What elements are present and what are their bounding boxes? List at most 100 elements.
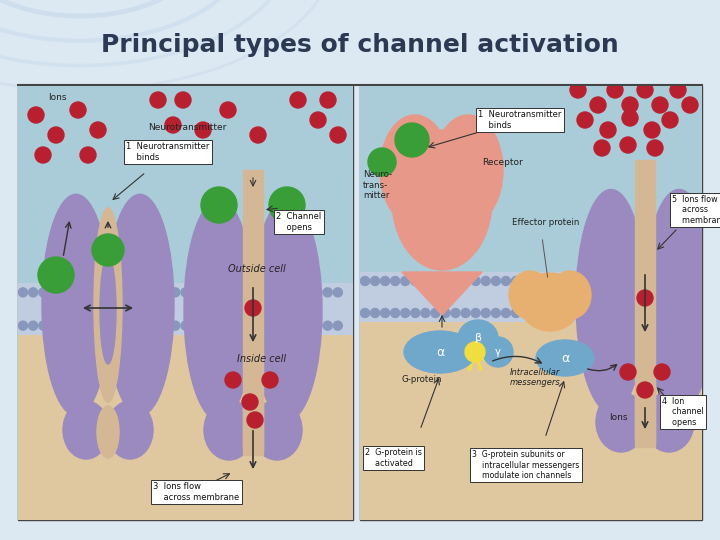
- Circle shape: [652, 97, 668, 113]
- Text: G-protein: G-protein: [402, 375, 443, 384]
- Circle shape: [29, 321, 37, 330]
- Polygon shape: [402, 272, 482, 315]
- Circle shape: [201, 187, 237, 223]
- Circle shape: [431, 308, 440, 318]
- Text: 1  Neurotransmitter
    binds: 1 Neurotransmitter binds: [478, 110, 562, 130]
- Circle shape: [79, 321, 89, 330]
- Circle shape: [29, 288, 37, 297]
- Circle shape: [19, 288, 27, 297]
- Circle shape: [572, 308, 581, 318]
- Ellipse shape: [184, 199, 254, 421]
- Circle shape: [491, 276, 500, 286]
- Circle shape: [252, 321, 261, 330]
- Text: Receptor: Receptor: [482, 158, 523, 167]
- Circle shape: [202, 321, 210, 330]
- Text: Effector protein: Effector protein: [512, 218, 580, 227]
- Circle shape: [411, 308, 420, 318]
- Text: (A)  Ligand-gated ion channels: (A) Ligand-gated ion channels: [23, 94, 176, 104]
- Circle shape: [421, 276, 430, 286]
- Circle shape: [28, 107, 44, 123]
- Ellipse shape: [536, 340, 594, 376]
- Circle shape: [531, 308, 541, 318]
- Circle shape: [79, 288, 89, 297]
- Circle shape: [521, 276, 531, 286]
- Circle shape: [150, 288, 160, 297]
- Circle shape: [70, 102, 86, 118]
- Circle shape: [395, 123, 429, 157]
- Circle shape: [501, 276, 510, 286]
- Circle shape: [672, 308, 681, 318]
- Circle shape: [90, 122, 106, 138]
- Circle shape: [391, 276, 400, 286]
- Circle shape: [481, 276, 490, 286]
- Circle shape: [69, 288, 78, 297]
- Circle shape: [202, 288, 210, 297]
- Circle shape: [572, 276, 581, 286]
- Text: 3  G-protein subunits or
    intracellular messengers
    modulate ion channels: 3 G-protein subunits or intracellular me…: [472, 450, 580, 480]
- Circle shape: [461, 308, 470, 318]
- Circle shape: [682, 97, 698, 113]
- Circle shape: [48, 127, 64, 143]
- Ellipse shape: [549, 271, 591, 319]
- Circle shape: [272, 288, 282, 297]
- Circle shape: [181, 288, 190, 297]
- Ellipse shape: [63, 401, 109, 459]
- Circle shape: [330, 127, 346, 143]
- Circle shape: [165, 117, 181, 133]
- Text: α: α: [561, 352, 569, 365]
- Ellipse shape: [106, 194, 174, 416]
- Ellipse shape: [644, 392, 694, 452]
- Circle shape: [391, 308, 400, 318]
- Text: Intracellular
messengers: Intracellular messengers: [510, 368, 560, 387]
- Circle shape: [582, 276, 591, 286]
- Circle shape: [161, 288, 170, 297]
- Ellipse shape: [404, 331, 476, 373]
- Circle shape: [642, 276, 651, 286]
- Text: Ions: Ions: [608, 413, 627, 422]
- Circle shape: [607, 82, 623, 98]
- Text: Neurotransmitter: Neurotransmitter: [148, 123, 226, 132]
- Bar: [18, 335, 353, 520]
- Circle shape: [242, 394, 258, 410]
- Circle shape: [582, 308, 591, 318]
- Circle shape: [662, 308, 671, 318]
- Circle shape: [644, 122, 660, 138]
- Circle shape: [320, 92, 336, 108]
- Circle shape: [38, 257, 74, 293]
- Text: Outside cell: Outside cell: [228, 264, 286, 274]
- Circle shape: [252, 288, 261, 297]
- Bar: [243, 397, 263, 455]
- Circle shape: [282, 321, 292, 330]
- Circle shape: [242, 288, 251, 297]
- Circle shape: [110, 321, 119, 330]
- Circle shape: [491, 308, 500, 318]
- Bar: [18, 283, 353, 335]
- Circle shape: [130, 321, 139, 330]
- Circle shape: [612, 308, 621, 318]
- Circle shape: [361, 276, 369, 286]
- Circle shape: [600, 122, 616, 138]
- Bar: [18, 86, 353, 283]
- Circle shape: [310, 112, 326, 128]
- Circle shape: [647, 140, 663, 156]
- Circle shape: [80, 147, 96, 163]
- Circle shape: [35, 147, 51, 163]
- Circle shape: [59, 288, 68, 297]
- Circle shape: [361, 308, 369, 318]
- Circle shape: [672, 276, 681, 286]
- Circle shape: [541, 276, 551, 286]
- Circle shape: [511, 276, 521, 286]
- Circle shape: [381, 308, 390, 318]
- Text: Ions: Ions: [48, 93, 66, 102]
- Circle shape: [622, 276, 631, 286]
- Circle shape: [247, 412, 263, 428]
- Circle shape: [333, 288, 342, 297]
- Circle shape: [461, 276, 470, 286]
- Circle shape: [552, 276, 561, 286]
- Text: 2  G-protein is
    activated: 2 G-protein is activated: [365, 448, 422, 468]
- Ellipse shape: [252, 400, 302, 460]
- Bar: [635, 160, 655, 442]
- Text: Principal types of channel activation: Principal types of channel activation: [101, 33, 619, 57]
- Circle shape: [441, 276, 450, 286]
- Circle shape: [282, 288, 292, 297]
